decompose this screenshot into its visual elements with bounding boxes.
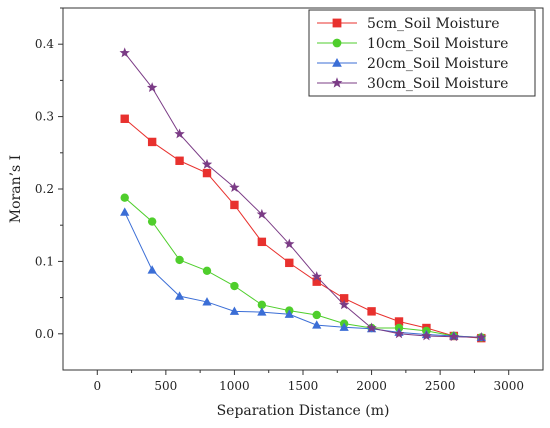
data-point-star xyxy=(119,47,130,58)
legend-item: 30cm_Soil Moisture xyxy=(317,76,508,92)
data-point-star xyxy=(174,128,185,139)
data-point-triangle xyxy=(284,309,294,318)
data-point-square xyxy=(257,237,267,247)
y-tick-label: 0.4 xyxy=(35,37,54,51)
data-point-star xyxy=(421,330,432,341)
data-point-star xyxy=(146,82,158,93)
legend-label: 20cm_Soil Moisture xyxy=(367,56,508,72)
data-point-star xyxy=(476,331,487,342)
data-point-circle xyxy=(120,193,129,202)
data-point-square xyxy=(120,114,129,123)
y-axis: 0.0 0.1 0.2 0.3 0.4 xyxy=(35,7,63,341)
data-point-triangle xyxy=(312,320,322,329)
x-axis-title: Separation Distance (m) xyxy=(217,403,390,419)
data-point-star xyxy=(393,328,405,339)
data-point-circle xyxy=(257,300,267,310)
legend-label: 30cm_Soil Moisture xyxy=(367,76,508,92)
data-point-square xyxy=(394,317,404,326)
data-point-star xyxy=(448,331,460,342)
x-tick-label: 2500 xyxy=(425,379,456,393)
y-tick-label: 0.2 xyxy=(35,182,54,196)
series-line xyxy=(124,118,482,339)
data-point-triangle xyxy=(257,307,267,316)
y-axis-title: Moran’s I xyxy=(8,155,24,223)
data-point-star xyxy=(229,182,240,192)
series-line xyxy=(124,211,482,338)
data-point-triangle xyxy=(229,306,240,315)
data-point-triangle xyxy=(202,297,212,306)
data-point-triangle xyxy=(339,322,349,331)
data-point-square xyxy=(285,258,294,268)
data-point-circle xyxy=(332,38,342,48)
legend-label: 5cm_Soil Moisture xyxy=(367,16,500,32)
data-point-square xyxy=(312,277,321,286)
series-group xyxy=(119,47,487,343)
data-point-star xyxy=(311,271,322,282)
data-point-star xyxy=(284,238,295,249)
data-point-square xyxy=(332,18,342,28)
series-4 xyxy=(119,47,487,342)
data-point-triangle xyxy=(120,207,130,216)
x-tick-label: 1000 xyxy=(219,379,250,393)
data-point-square xyxy=(230,200,239,210)
y-tick-label: 0.1 xyxy=(35,254,54,268)
data-point-circle xyxy=(312,310,321,320)
data-point-star xyxy=(338,299,350,310)
legend-label: 10cm_Soil Moisture xyxy=(367,36,508,52)
y-tick-label: 0.0 xyxy=(35,327,54,341)
data-point-triangle xyxy=(174,291,185,300)
legend-item: 10cm_Soil Moisture xyxy=(317,36,508,52)
data-point-square xyxy=(147,137,157,147)
x-tick-label: 3000 xyxy=(493,379,524,393)
data-point-triangle xyxy=(147,265,157,274)
data-point-square xyxy=(202,168,212,178)
data-point-circle xyxy=(230,281,239,291)
series-line xyxy=(124,52,482,338)
data-point-square xyxy=(367,307,376,316)
legend: 5cm_Soil Moisture 10cm_Soil Moisture 20cm_… xyxy=(308,9,536,97)
data-point-circle xyxy=(175,255,184,265)
data-point-star xyxy=(331,77,343,88)
series-line xyxy=(124,197,482,338)
data-point-circle xyxy=(147,217,157,226)
data-point-star xyxy=(256,208,268,219)
x-tick-label: 500 xyxy=(154,379,177,393)
data-point-triangle xyxy=(332,57,342,67)
data-point-circle xyxy=(202,266,212,276)
y-tick-label: 0.3 xyxy=(35,110,54,124)
x-axis: 0 500 1000 1500 2000 2500 3000 xyxy=(93,370,524,393)
legend-box xyxy=(308,9,536,97)
data-point-star xyxy=(201,158,213,169)
data-point-star xyxy=(366,322,377,333)
legend-item: 5cm_Soil Moisture xyxy=(317,16,500,32)
legend-item: 20cm_Soil Moisture xyxy=(317,56,508,72)
x-tick-label: 2000 xyxy=(356,379,387,393)
data-point-square xyxy=(339,294,349,303)
x-tick-label: 1500 xyxy=(288,379,319,393)
data-point-square xyxy=(175,156,184,165)
x-tick-label: 0 xyxy=(93,379,101,393)
